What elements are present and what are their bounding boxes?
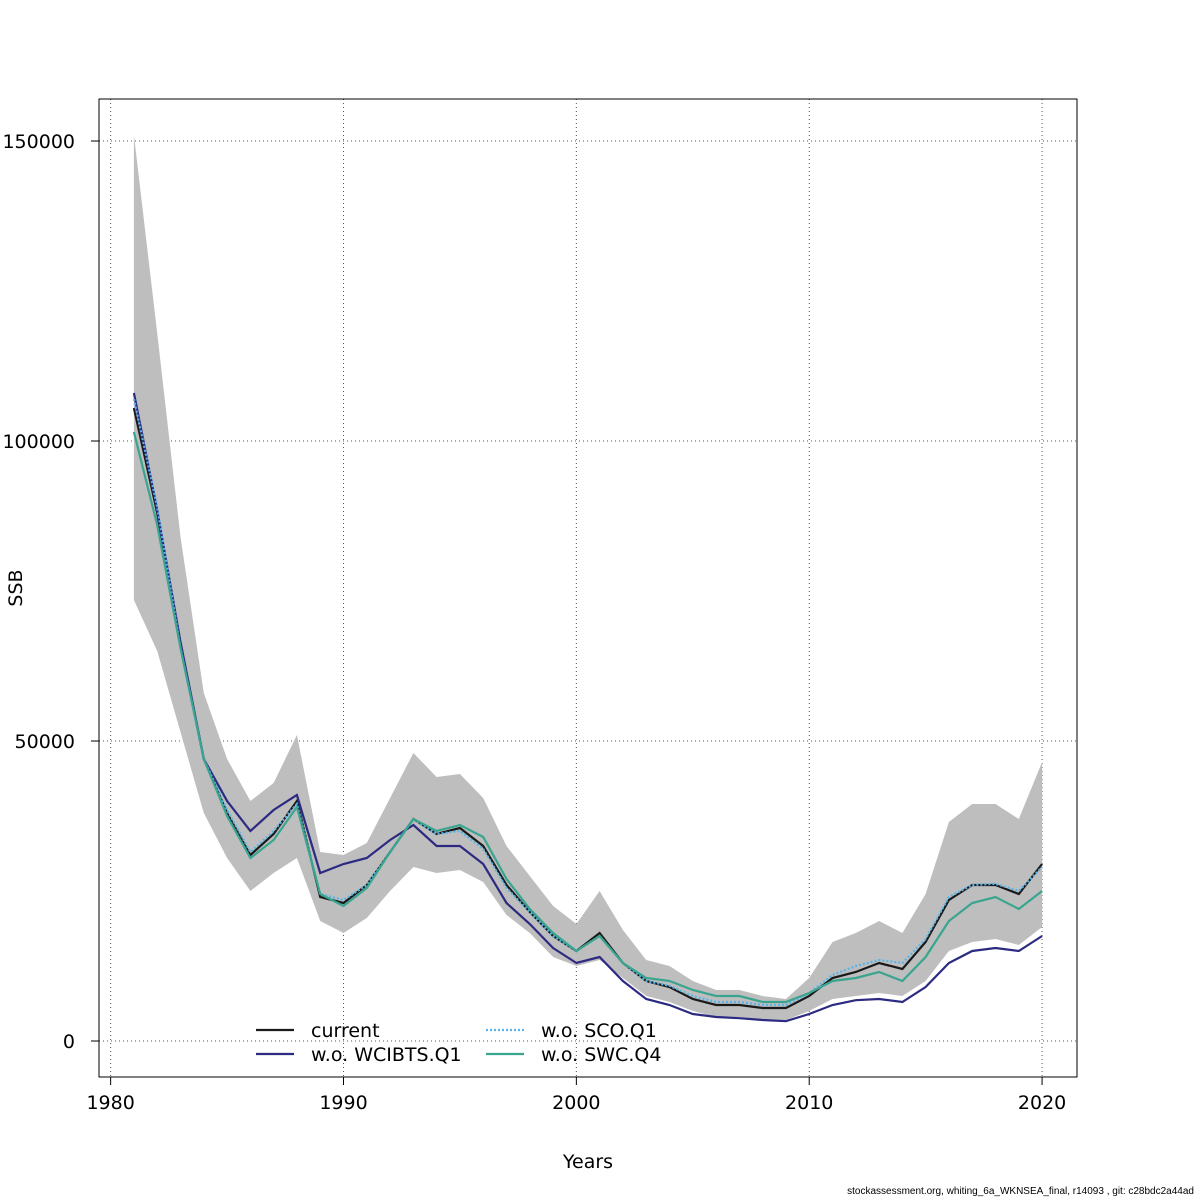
confidence-band	[133, 135, 1043, 1020]
y-tick-label: 50000	[15, 731, 75, 753]
y-tick-label: 0	[63, 1031, 75, 1053]
plot-frame	[98, 98, 1078, 1078]
grid-lines	[99, 99, 1077, 1077]
series-line-w-o-swc-q4	[132, 431, 1043, 1004]
x-tick-label: 1990	[319, 1092, 367, 1114]
y-tick-label: 150000	[2, 131, 75, 153]
legend-label-current: current	[311, 1020, 380, 1042]
legend-label-w-o-sco-q1: w.o. SCO.Q1	[541, 1020, 657, 1042]
x-tick-label: 2020	[1018, 1092, 1066, 1114]
axes: 1980 1990 2000 2010 2020 0 50000 100000 150000	[2, 131, 1066, 1114]
series-lines	[132, 392, 1043, 1023]
x-tick-label: 2010	[785, 1092, 833, 1114]
series-line-w-o-wcibts-q1	[132, 392, 1043, 1023]
y-tick-label: 100000	[2, 431, 75, 453]
x-tick-label: 1980	[86, 1092, 134, 1114]
x-axis-title: Years	[562, 1151, 613, 1173]
y-axis-title: SSB	[5, 569, 27, 606]
legend-label-w-o-wcibts-q1: w.o. WCIBTS.Q1	[311, 1044, 462, 1066]
x-tick-label: 2000	[552, 1092, 600, 1114]
footer-credit: stockassessment.org, whiting_6a_WKNSEA_f…	[847, 1186, 1194, 1197]
legend-label-w-o-swc-q4: w.o. SWC.Q4	[541, 1044, 661, 1066]
